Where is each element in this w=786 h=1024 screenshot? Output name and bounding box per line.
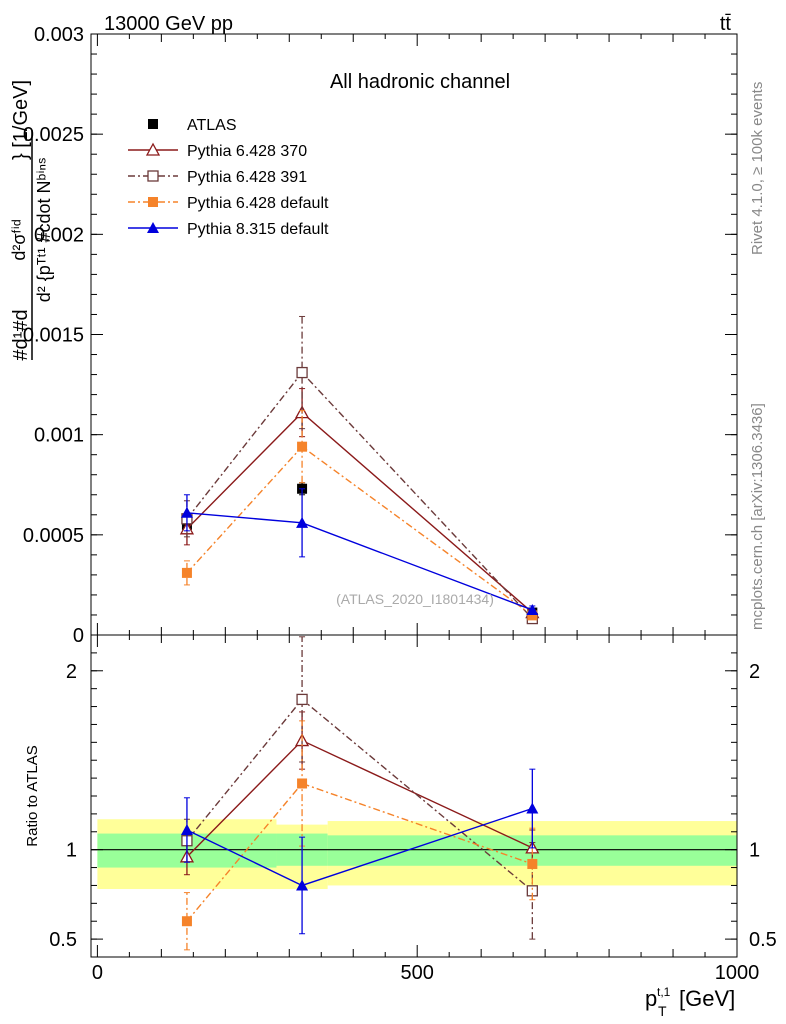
x-tick-label: 1000 <box>715 962 760 984</box>
legend-item: Pythia 6.428 391 <box>128 169 307 186</box>
ratio-y-label: Ratio to ATLAS <box>24 745 41 846</box>
y-tick-label: 0 <box>73 625 84 647</box>
x-label-p: p <box>645 986 657 1011</box>
mcplots-label: mcplots.cern.ch [arXiv:1306.3436] <box>749 403 766 630</box>
header-left: 13000 GeV pp <box>104 13 233 35</box>
legend-item: Pythia 6.428 370 <box>128 142 307 160</box>
y-tick-label: 0.0005 <box>23 525 84 547</box>
legend-label: Pythia 8.315 default <box>187 221 329 238</box>
ratio-y-axis: 0.5 0.5 1 1 2 2 <box>49 652 777 951</box>
legend-label: Pythia 6.428 391 <box>187 169 307 186</box>
ratio-y-tick-label-right: 0.5 <box>749 929 777 951</box>
data-point <box>181 567 192 578</box>
ratio-y-tick-label: 2 <box>66 661 77 683</box>
y-label-unit: } [1/GeV] <box>10 80 32 160</box>
y-tick-label: 0.0025 <box>23 124 84 146</box>
x-label-sup: t,1 <box>657 985 671 999</box>
ratio-y-tick-label: 0.5 <box>49 929 77 951</box>
y-label-prefix: #d¹#d <box>10 309 32 360</box>
ratio-point <box>526 802 539 814</box>
legend-marker <box>148 197 158 207</box>
rivet-version-label: Rivet 4.1.0, ≥ 100k events <box>749 82 766 255</box>
legend-marker <box>147 170 159 182</box>
ratio-panel-frame <box>90 634 738 958</box>
main-y-axis: 0 0.0005 0.001 0.0015 0.002 0.0025 0.003 <box>23 24 737 647</box>
ratio-series-3 <box>180 768 539 935</box>
x-tick-label: 500 <box>401 962 434 984</box>
data-point <box>527 610 538 621</box>
legend: ATLAS Pythia 6.428 370 Pythia 6.428 391 Pyt… <box>128 117 329 238</box>
ratio-point <box>296 693 308 706</box>
series-3 <box>181 410 538 621</box>
ratio-series-2 <box>181 720 538 951</box>
ratio-point <box>296 879 309 891</box>
header-right: tt̄ <box>720 13 732 35</box>
legend-marker <box>147 222 159 233</box>
y-tick-label: 0.003 <box>34 24 84 46</box>
x-tick-label: 0 <box>92 962 103 984</box>
legend-item: ATLAS <box>148 117 237 134</box>
watermark: (ATLAS_2020_I1801434) <box>336 591 494 607</box>
ratio-y-tick-label: 1 <box>66 840 77 862</box>
ratio-y-tick-label-right: 1 <box>749 840 760 862</box>
data-point <box>297 441 308 452</box>
ratio-point <box>297 778 308 789</box>
main-plot-area <box>179 315 540 625</box>
series-1 <box>179 388 540 619</box>
legend-marker <box>148 119 158 129</box>
legend-marker <box>145 142 161 156</box>
series-4 <box>180 488 539 615</box>
ratio-point <box>527 858 538 869</box>
y-label-denominator: d² {pᵀᵗ¹ #cdot Nᵇⁱⁿˢ <box>34 158 54 303</box>
data-point <box>180 506 193 518</box>
x-axis-label: p T t,1 [GeV] <box>645 985 735 1019</box>
ratio-bands <box>97 819 737 890</box>
legend-item: Pythia 6.428 default <box>128 195 329 212</box>
series-line <box>186 371 533 620</box>
ratio-point <box>181 916 192 927</box>
data-point <box>296 366 308 379</box>
x-axis: 0 500 1000 <box>92 34 759 984</box>
y-tick-label: 0.002 <box>34 224 84 246</box>
data-point <box>296 516 309 528</box>
legend-item: Pythia 8.315 default <box>128 221 329 238</box>
x-label-unit: [GeV] <box>679 986 735 1011</box>
ratio-plot-area <box>91 636 737 951</box>
ratio-y-tick-label-right: 2 <box>749 661 760 683</box>
series-2 <box>181 315 538 625</box>
data-point <box>526 603 539 615</box>
y-tick-label: 0.0015 <box>23 325 84 347</box>
y-tick-label: 0.001 <box>34 425 84 447</box>
ratio-series-1 <box>181 636 538 940</box>
legend-label: Pythia 6.428 370 <box>187 143 307 160</box>
main-y-label: } [1/GeV] d²σᶠⁱᵈ d² {pᵀᵗ¹ #cdot Nᵇⁱⁿˢ #d… <box>9 80 54 361</box>
ratio-point <box>180 823 193 835</box>
series-line <box>186 411 533 614</box>
legend-label: Pythia 6.428 default <box>187 195 329 212</box>
y-label-numerator: d²σᶠⁱᵈ <box>9 219 29 260</box>
x-label-sub: T <box>658 1003 667 1019</box>
legend-label: ATLAS <box>187 117 237 134</box>
chart-title: All hadronic channel <box>330 71 510 93</box>
